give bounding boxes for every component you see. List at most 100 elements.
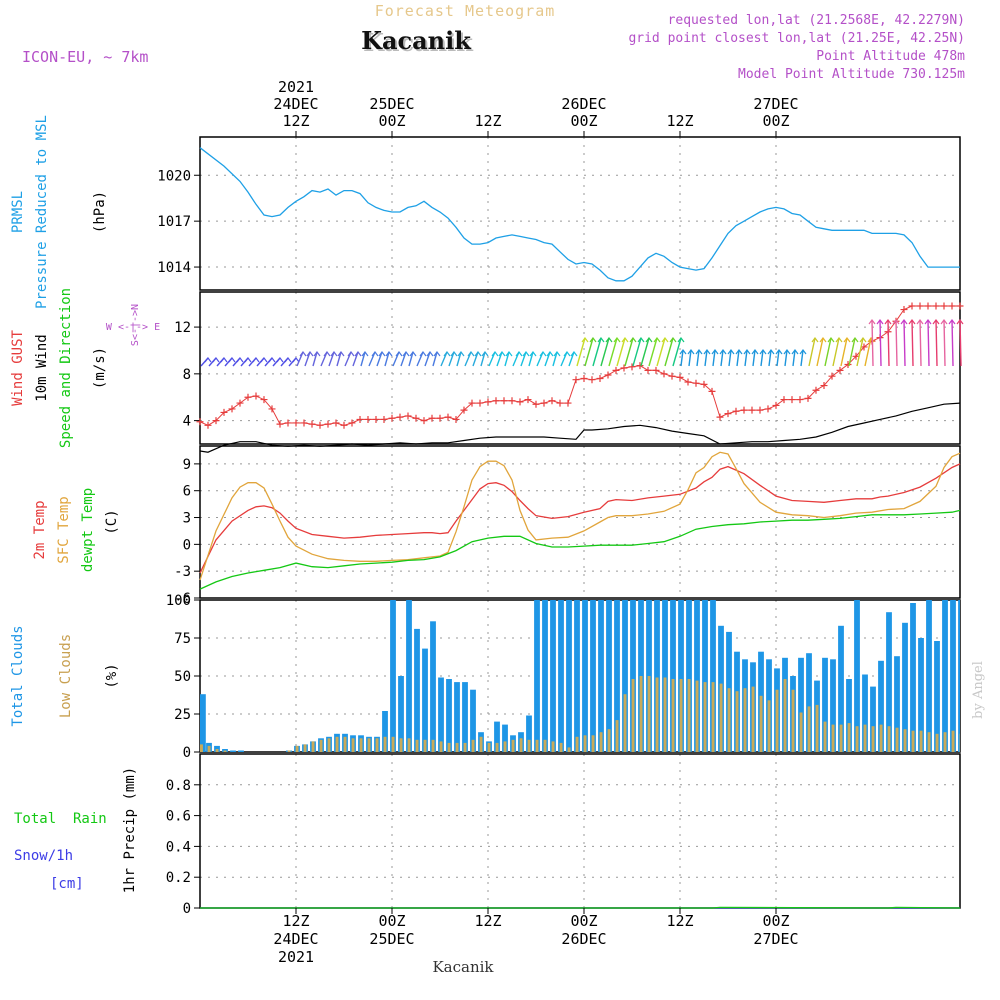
low-cloud-bar [559,742,563,752]
wind-direction-arrow [879,319,882,367]
low-cloud-bar [783,679,787,752]
total-cloud-bar [926,600,932,752]
wind-direction-arrow-head [735,349,743,355]
gust-point [508,397,516,405]
location-title: Kacanik [361,26,472,55]
total-cloud-bar [494,721,500,752]
wind-labels: Wind GUST 10m Wind Speed and Direction (… [10,288,160,448]
total-cloud-bar [934,641,940,752]
wind-direction-arrow [887,319,890,367]
bottom-axis-hour: 12Z [282,912,309,930]
gust-point [580,375,588,383]
wind-direction-arrow [935,319,938,367]
wind-direction-arrow [632,337,642,367]
low-cloud-bar [223,750,227,752]
total-cloud-bar [558,600,564,752]
temperature-tick-label: 3 [183,511,191,527]
gust-point [700,380,708,388]
wind-direction-arrow-head [884,319,892,325]
total-cloud-bar [798,657,804,752]
low-cloud-bar [951,730,955,752]
wind-direction-arrow-head [956,319,964,325]
top-axis-date: 27DEC [753,95,798,113]
compass-we: W <-|-> E [106,322,160,333]
pressure-tick-label: 1020 [157,168,191,184]
low-cloud-bar [671,679,675,752]
point-altitude: Point Altitude 478m [816,49,965,64]
low-cloud-bar [383,736,387,752]
clouds-unit: (%) [104,663,120,688]
total-cloud-bar [678,600,684,752]
total-cloud-bar [846,679,852,752]
temp-unit: (C) [104,509,120,534]
top-axis-hour: 00Z [378,112,405,130]
wind-10m-label: 10m Wind [34,334,50,401]
low-cloud-bar [911,730,915,752]
gust-point [844,360,852,368]
temp-sfc-label: SFC Temp [56,496,72,563]
total-cloud-bar [462,682,468,752]
total-cloud-bar [200,694,206,752]
gust-point [548,397,556,405]
low-cloud-bar [743,688,747,752]
low-cloud-bar [655,677,659,752]
total-cloud-bar [542,600,548,752]
wind-direction-arrow-head [711,349,719,355]
gust-point [348,419,356,427]
gust-point [820,382,828,390]
wind-direction-arrow-head [347,351,355,357]
total-cloud-bar [422,648,428,752]
temperature-tick-label: 6 [183,484,191,500]
low-cloud-bar [679,679,683,752]
wind-direction-arrow-head [299,351,307,357]
wind-direction-arrow-head [570,351,578,357]
wind-direction-arrow-head [581,337,589,343]
wind-direction-arrow [392,351,400,367]
wind-direction-arrow [360,351,366,367]
gust-point [644,366,652,374]
wind-direction-arrow [464,351,472,367]
bottom-axis-hour: 12Z [474,912,501,930]
wind-direction-arrow-head [563,351,571,357]
total-cloud-bar [390,600,396,752]
gust-point [532,400,540,408]
wind-frame [199,291,961,445]
gust-point [604,371,612,379]
gust-point [732,407,740,415]
gust-point [444,413,452,421]
wind-direction-arrow [824,337,832,367]
low-cloud-bar [543,739,547,752]
total-cloud-bar [238,750,244,752]
gust-point [540,399,548,407]
total-cloud-bar [870,686,876,752]
low-cloud-bar [351,738,355,752]
gust-point [764,405,772,413]
total-cloud-bar [710,600,716,752]
low-cloud-bar [415,739,419,752]
wind-direction-arrow-head [323,351,331,357]
wind-direction-arrow-head [679,349,687,355]
wind-direction-arrow [895,319,898,367]
gust-point [524,396,532,404]
requested-location: requested lon,lat (21.2568E, 42.2279N) [668,13,965,28]
wind-direction-arrow [656,337,666,367]
temperature-tick-label: -3 [174,564,191,580]
wind-direction-arrow [560,351,568,367]
wind-direction-arrow-head [819,337,827,343]
total-cloud-bar [598,600,604,752]
wind-direction-arrow-head [827,337,835,343]
watermark: by Angel [971,661,986,719]
wind-direction-arrow-head [467,351,475,357]
total-cloud-bar [502,724,508,752]
temperature-frame [199,445,961,599]
low-cloud-bar [503,741,507,752]
low-cloud-bar [919,730,923,752]
wind-direction-arrow [504,351,510,367]
low-cloud-bar [847,723,851,752]
low-cloud-bar [631,679,635,752]
low-cloud-bar [495,742,499,752]
low-cloud-bar [799,712,803,752]
gust-series-line [199,305,960,426]
wind-direction-arrow [472,351,479,367]
pressure-labels: PRMSL Pressure Reduced to MSL (hPa) [10,115,108,309]
